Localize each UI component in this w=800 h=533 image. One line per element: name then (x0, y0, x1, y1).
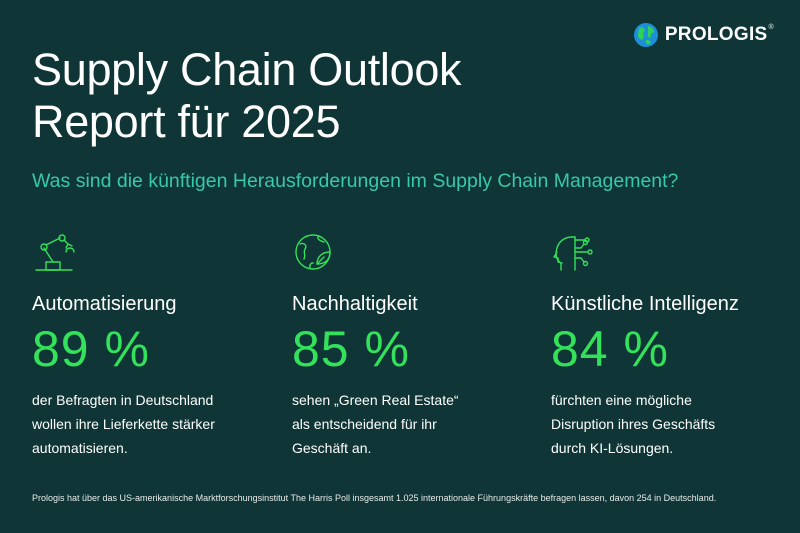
footnote: Prologis hat über das US-amerikanische M… (32, 493, 717, 503)
title-line-1: Supply Chain Outlook (32, 44, 462, 95)
stat-percent: 85 % (292, 321, 410, 377)
logo-wordmark: PROLOGIS® (664, 24, 774, 45)
page-title: Supply Chain Outlook Report für 2025 (32, 44, 462, 148)
ai-head-icon (553, 236, 593, 271)
prologis-logo: PROLOGIS® (633, 22, 774, 48)
stat-heading: Künstliche Intelligenz (551, 293, 739, 315)
stat-ai: Künstliche Intelligenz 84 % fürchten ein… (551, 230, 800, 460)
subtitle: Was sind die künftigen Herausforderungen… (32, 170, 679, 192)
globe-leaf-icon (295, 234, 331, 270)
stat-description: sehen „Green Real Estate“ als entscheide… (292, 392, 459, 456)
stat-percent: 89 % (32, 321, 150, 377)
stat-sustainability: Nachhaltigkeit 85 % sehen „Green Real Es… (292, 230, 542, 460)
stat-heading: Nachhaltigkeit (292, 293, 418, 315)
robot-arm-icon (35, 234, 75, 271)
stat-heading: Automatisierung (32, 293, 177, 315)
globe-logo-icon (633, 23, 658, 47)
stat-description: fürchten eine mögliche Disruption ihres … (551, 392, 716, 456)
stat-percent: 84 % (551, 321, 669, 377)
stat-automation: Automatisierung 89 % der Befragten in De… (32, 230, 282, 460)
title-line-2: Report für 2025 (32, 96, 341, 147)
stat-description: der Befragten in Deutschland wollen ihre… (32, 392, 215, 456)
